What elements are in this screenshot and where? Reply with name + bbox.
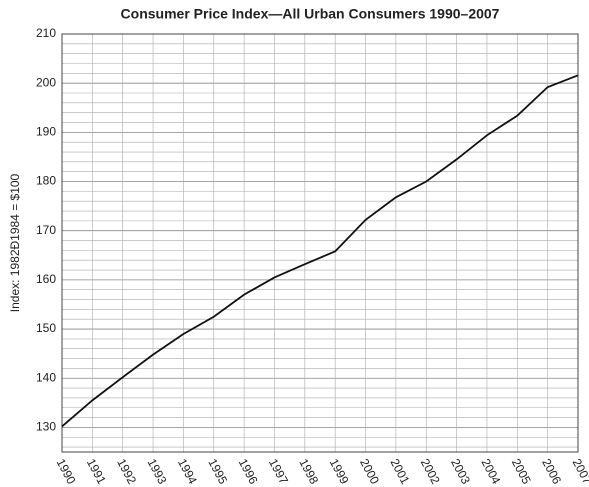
x-tick-label: 2005 [509, 456, 534, 486]
x-tick-label: 2007 [570, 456, 589, 486]
x-tick-label: 1990 [54, 456, 79, 486]
y-tick-label: 170 [36, 223, 56, 237]
x-tick-label: 1996 [236, 456, 261, 486]
x-tick-label: 2000 [357, 456, 382, 486]
x-tick-label: 1999 [327, 456, 352, 486]
x-tick-label: 1991 [84, 456, 109, 486]
y-tick-label: 190 [36, 125, 56, 139]
x-tick-label: 2004 [478, 456, 503, 486]
y-tick-label: 150 [36, 321, 56, 335]
x-tick-label: 2001 [387, 456, 412, 486]
y-tick-label: 200 [36, 75, 56, 89]
x-tick-label: 1992 [114, 456, 139, 486]
x-tick-label: 1998 [296, 456, 321, 486]
x-tick-label: 1997 [266, 456, 291, 486]
y-axis-label: Index: 1982Ð1984 = $100 [8, 173, 22, 312]
y-tick-label: 130 [36, 420, 56, 434]
x-tick-label: 1995 [205, 456, 230, 486]
x-tick-label: 1994 [175, 456, 200, 486]
y-tick-label: 180 [36, 174, 56, 188]
x-tick-label: 2003 [448, 456, 473, 486]
y-tick-label: 210 [36, 26, 56, 40]
x-tick-label: 2006 [539, 456, 564, 486]
y-tick-label: 140 [36, 370, 56, 384]
y-tick-label: 160 [36, 272, 56, 286]
line [61, 74, 579, 428]
chart-title: Consumer Price Index—All Urban Consumers… [121, 6, 500, 22]
x-tick-label: 1993 [145, 456, 170, 486]
x-tick-label: 2002 [418, 456, 443, 486]
plot-frame [61, 33, 579, 453]
